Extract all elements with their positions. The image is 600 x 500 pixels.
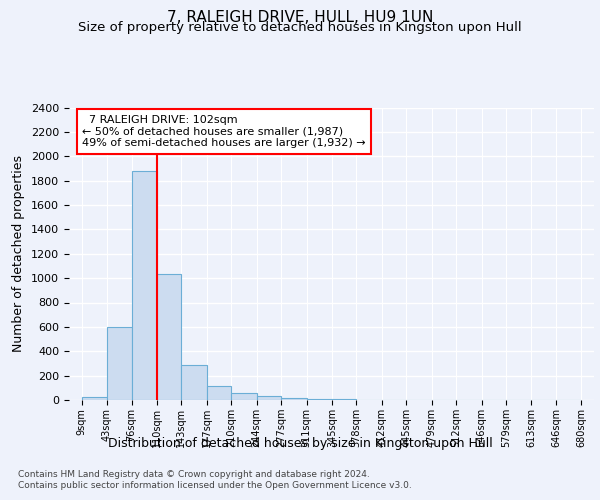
Bar bbox=[307, 399, 332, 400]
Text: 7 RALEIGH DRIVE: 102sqm
← 50% of detached houses are smaller (1,987)
49% of semi: 7 RALEIGH DRIVE: 102sqm ← 50% of detache… bbox=[82, 115, 366, 148]
Bar bbox=[207, 386, 232, 400]
Bar bbox=[281, 398, 307, 400]
Text: Distribution of detached houses by size in Kingston upon Hull: Distribution of detached houses by size … bbox=[107, 438, 493, 450]
Text: Contains public sector information licensed under the Open Government Licence v3: Contains public sector information licen… bbox=[18, 481, 412, 490]
Text: Contains HM Land Registry data © Crown copyright and database right 2024.: Contains HM Land Registry data © Crown c… bbox=[18, 470, 370, 479]
Bar bbox=[82, 397, 107, 400]
Text: 7, RALEIGH DRIVE, HULL, HU9 1UN: 7, RALEIGH DRIVE, HULL, HU9 1UN bbox=[167, 10, 433, 25]
Text: Size of property relative to detached houses in Kingston upon Hull: Size of property relative to detached ho… bbox=[78, 21, 522, 34]
Y-axis label: Number of detached properties: Number of detached properties bbox=[13, 155, 25, 352]
Bar bbox=[131, 171, 157, 400]
Bar bbox=[157, 274, 181, 400]
Bar bbox=[181, 366, 207, 400]
Bar bbox=[232, 394, 257, 400]
Bar bbox=[107, 327, 131, 400]
Bar bbox=[257, 396, 281, 400]
